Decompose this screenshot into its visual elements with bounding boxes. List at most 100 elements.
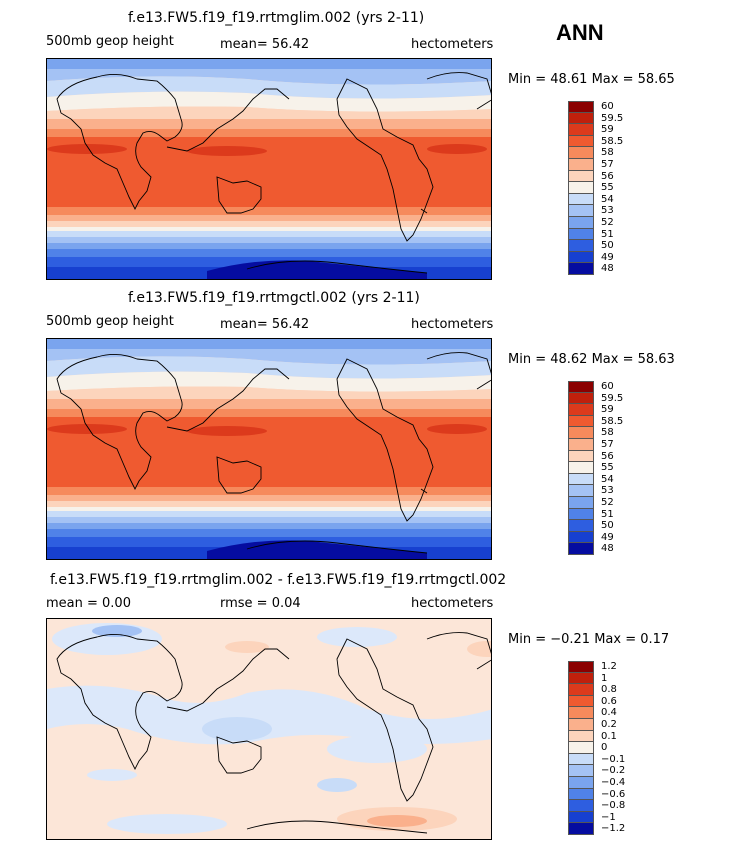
colorbar-swatch — [568, 496, 594, 509]
colorbar-tick-label: 60 — [601, 101, 614, 112]
colorbar-tick-label: 58 — [601, 147, 614, 159]
units-label: hectometers — [411, 596, 494, 611]
colorbar-swatch — [568, 101, 594, 113]
colorbar-swatch — [568, 427, 594, 439]
colorbar-swatch — [568, 811, 594, 824]
mean-label: mean= 56.42 — [220, 37, 310, 52]
colorbar-tick-label: 59 — [601, 124, 614, 136]
colorbar-swatch — [568, 800, 594, 812]
colorbar-tick-label: 0 — [601, 742, 608, 754]
colorbar — [568, 661, 594, 835]
colorbar-tick-label: 53 — [601, 205, 614, 217]
panel-title: f.e13.FW5.f19_f19.rrtmglim.002 (yrs 2-11… — [128, 10, 425, 26]
colorbar-swatch — [568, 520, 594, 532]
colorbar-tick-label: −1.2 — [601, 823, 626, 835]
colorbar-tick-label: −0.6 — [601, 788, 626, 800]
colorbar-tick-label: 50 — [601, 520, 614, 532]
colorbar-swatch — [568, 776, 594, 789]
colorbar-tick-label: 51 — [601, 228, 614, 240]
colorbar-tick-label: 58 — [601, 427, 614, 439]
colorbar-tick-label: 54 — [601, 193, 614, 205]
colorbar-tick-label: 0.8 — [601, 684, 617, 696]
colorbar-tick-label: 48 — [601, 543, 614, 555]
colorbar-tick-label: 50 — [601, 240, 614, 252]
colorbar-swatch — [568, 193, 594, 206]
field-label: 500mb geop height — [46, 34, 174, 49]
colorbar-swatch — [568, 462, 594, 474]
colorbar-swatch — [568, 531, 594, 544]
units-label: hectometers — [411, 37, 494, 52]
colorbar-tick-label: 60 — [601, 381, 614, 392]
colorbar-tick-label: 59.5 — [601, 112, 624, 124]
colorbar-swatch — [568, 147, 594, 159]
colorbar-swatch — [568, 251, 594, 264]
colorbar-tick-label: −0.8 — [601, 800, 626, 812]
colorbar-swatch — [568, 753, 594, 766]
mean-label: mean= 56.42 — [220, 317, 310, 332]
colorbar-tick-label: 52 — [601, 497, 614, 508]
colorbar-tick-label: 58.5 — [601, 415, 624, 427]
colorbar-tick-label: −0.1 — [601, 753, 626, 765]
contour-map — [46, 58, 492, 280]
colorbar-swatch — [568, 170, 594, 183]
colorbar-swatch — [568, 381, 594, 393]
colorbar-tick-label: 52 — [601, 217, 614, 228]
minmax-label: Min = 48.61 Max = 58.65 — [508, 72, 675, 87]
colorbar-tick-label: 0.6 — [601, 695, 617, 707]
units-label: hectometers — [411, 317, 494, 332]
colorbar-swatch — [568, 485, 594, 497]
colorbar-tick-label: 53 — [601, 485, 614, 497]
colorbar-swatch — [568, 404, 594, 416]
colorbar-swatch — [568, 823, 594, 835]
colorbar-swatch — [568, 415, 594, 428]
colorbar-swatch — [568, 765, 594, 777]
colorbar-swatch — [568, 263, 594, 275]
colorbar-swatch — [568, 684, 594, 696]
colorbar-tick-label: 0.4 — [601, 707, 617, 719]
colorbar-tick-label: 1.2 — [601, 661, 617, 672]
colorbar-tick-label: 1 — [601, 672, 608, 684]
colorbar-swatch — [568, 205, 594, 217]
colorbar-swatch — [568, 438, 594, 451]
mean-label: mean = 0.00 — [46, 596, 131, 611]
colorbar-tick-label: 0.1 — [601, 730, 617, 742]
colorbar-tick-label: 56 — [601, 170, 614, 182]
colorbar-swatch — [568, 788, 594, 801]
colorbar — [568, 101, 594, 275]
colorbar-swatch — [568, 661, 594, 673]
colorbar-tick-label: 59 — [601, 404, 614, 416]
colorbar-swatch — [568, 450, 594, 463]
colorbar-swatch — [568, 508, 594, 521]
colorbar-tick-label: −0.2 — [601, 765, 626, 777]
field-label: 500mb geop height — [46, 314, 174, 329]
colorbar-tick-label: 59.5 — [601, 392, 624, 404]
difference-map — [46, 618, 492, 840]
colorbar-tick-label: −0.4 — [601, 777, 626, 788]
colorbar-swatch — [568, 742, 594, 754]
colorbar-swatch — [568, 392, 594, 405]
contour-map — [46, 338, 492, 560]
colorbar-tick-label: −1 — [601, 811, 616, 823]
colorbar-swatch — [568, 672, 594, 685]
panel-title: f.e13.FW5.f19_f19.rrtmglim.002 - f.e13.F… — [50, 572, 507, 588]
colorbar-tick-label: 0.2 — [601, 719, 617, 730]
colorbar-swatch — [568, 543, 594, 555]
colorbar-tick-label: 49 — [601, 531, 614, 543]
colorbar-tick-label: 54 — [601, 473, 614, 485]
colorbar-swatch — [568, 124, 594, 136]
colorbar-swatch — [568, 135, 594, 148]
colorbar-tick-label: 49 — [601, 251, 614, 263]
colorbar-tick-label: 57 — [601, 439, 614, 450]
colorbar-tick-label: 55 — [601, 462, 614, 474]
colorbar-swatch — [568, 707, 594, 719]
colorbar-swatch — [568, 158, 594, 171]
colorbar-swatch — [568, 182, 594, 194]
colorbar-tick-label: 56 — [601, 450, 614, 462]
colorbar-tick-label: 51 — [601, 508, 614, 520]
colorbar-swatch — [568, 695, 594, 708]
season-label: ANN — [556, 20, 604, 45]
colorbar-tick-label: 57 — [601, 159, 614, 170]
colorbar-swatch — [568, 473, 594, 486]
colorbar-swatch — [568, 216, 594, 229]
colorbar-swatch — [568, 730, 594, 743]
